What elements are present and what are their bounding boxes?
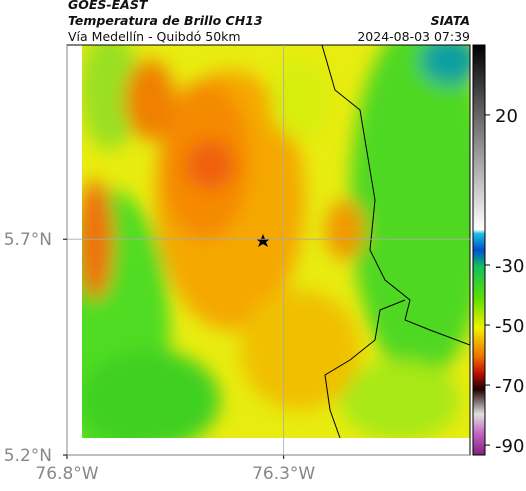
colorbar [472, 44, 486, 456]
x-tick-label: 76.8°W [35, 464, 98, 484]
y-tick-label: 5.7°N [4, 230, 52, 250]
timestamp: 2024-08-03 07:39 [357, 29, 470, 44]
route: Vía Medellín - Quibdó 50km [68, 29, 241, 44]
colorbar-label: -70 [495, 376, 524, 397]
satellite-image [82, 45, 470, 438]
x-tick-label: 76.3°W [252, 464, 315, 484]
y-tick-label: 5.2°N [4, 446, 52, 466]
agency: SIATA [431, 13, 470, 28]
colorbar-label: -30 [495, 256, 524, 277]
colorbar-label: 20 [495, 106, 518, 127]
colorbar-label: -90 [495, 436, 524, 457]
colorbar-label: -50 [495, 316, 524, 337]
source: GOES-EAST [68, 0, 149, 12]
product: Temperatura de Brillo CH13 [68, 13, 263, 28]
